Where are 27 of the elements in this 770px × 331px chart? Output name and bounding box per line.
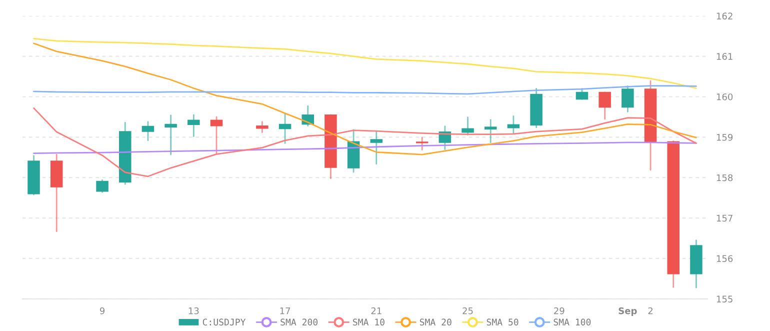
- y-tick-label: 158: [716, 174, 733, 182]
- x-tick-label: 13: [188, 307, 199, 314]
- legend-label: SMA 20: [420, 318, 452, 326]
- y-tick-label: 157: [716, 214, 732, 222]
- x-tick-label: 29: [554, 307, 564, 314]
- line-series: [33, 142, 697, 154]
- y-tick-label: 160: [716, 93, 733, 100]
- y-tick-label: 156: [716, 255, 733, 262]
- line-series: [33, 38, 697, 89]
- legend-label: C:USDJPY: [202, 318, 246, 326]
- line-series: [33, 42, 697, 156]
- y-tick-label: 162: [716, 12, 732, 20]
- y-tick-label: 161: [716, 53, 732, 60]
- legend-label: SMA 50: [486, 318, 518, 326]
- line-series: [33, 107, 697, 178]
- y-tick-label: 155: [716, 296, 732, 302]
- x-tick-label: 2: [648, 307, 652, 314]
- legend-label: SMA 100: [554, 318, 591, 326]
- line-series: [33, 85, 697, 95]
- x-tick-label: 9: [100, 307, 105, 314]
- x-tick-label: 17: [280, 308, 290, 314]
- x-tick-label: 25: [462, 307, 473, 314]
- legend-label: SMA 200: [280, 318, 318, 326]
- x-tick-label: 21: [371, 307, 382, 314]
- y-tick-label: 159: [716, 134, 733, 141]
- x-tick-label: Sep: [618, 307, 637, 316]
- legend-label: SMA 10: [353, 318, 384, 326]
